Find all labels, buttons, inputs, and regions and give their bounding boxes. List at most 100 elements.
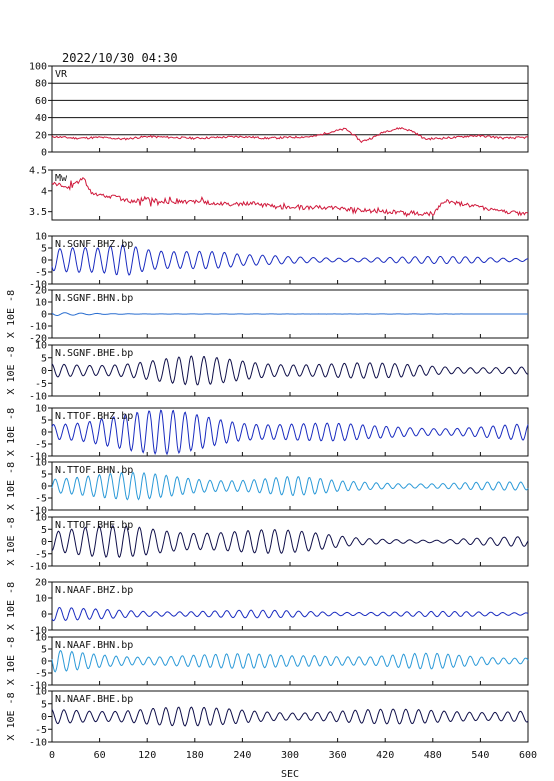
x-tick-label: 600 — [519, 750, 537, 761]
y-tick-label: -10 — [29, 392, 47, 403]
panel-label: N.TTOF.BHZ.bp — [55, 411, 133, 422]
x-tick-label: 420 — [376, 750, 394, 761]
y-axis-label: X 10E -8 — [6, 462, 17, 510]
y-tick-label: 5 — [41, 525, 47, 536]
panel-label: N.SGNF.BHE.bp — [55, 348, 133, 359]
y-axis-label: X 10E -8 — [6, 692, 17, 740]
x-tick-label: 0 — [49, 750, 55, 761]
y-tick-label: -10 — [29, 280, 47, 291]
y-tick-label: 0 — [41, 310, 47, 321]
figure-header: 2022/10/30 04:30 — [62, 51, 178, 65]
series-line — [51, 243, 529, 276]
x-tick-label: 360 — [329, 750, 347, 761]
panel-label: N.SGNF.BHN.bp — [55, 293, 133, 304]
y-axis-label: X 10E -8 — [6, 408, 17, 456]
y-tick-label: 5 — [41, 470, 47, 481]
y-tick-label: 20 — [35, 578, 47, 589]
panel-10: -10 -5 0 510 N.NAAF.BHE.bp X 10E -8 — [6, 687, 529, 749]
y-tick-label: -5 — [35, 494, 47, 505]
y-tick-label: -5 — [35, 440, 47, 451]
y-axis-label: X 10E -8 — [6, 637, 17, 685]
series-line — [51, 606, 529, 622]
y-tick-label: -10 — [29, 322, 47, 333]
y-axis-label: X 10E -8 — [6, 582, 17, 630]
y-tick-label: -10 — [29, 506, 47, 517]
y-tick-label: 5 — [41, 645, 47, 656]
x-tick-label: 240 — [233, 750, 251, 761]
y-tick-label: -20 — [29, 334, 47, 345]
panel-label: N.NAAF.BHE.bp — [55, 694, 133, 705]
y-tick-label: 0 — [41, 482, 47, 493]
series-line — [51, 471, 529, 501]
y-tick-label: 10 — [35, 232, 47, 243]
panel-label: N.SGNF.BHZ.bp — [55, 239, 133, 250]
y-tick-label: -5 — [35, 549, 47, 560]
panel-label: Mw — [55, 173, 68, 184]
panel-8: -10 0 10 20 N.NAAF.BHZ.bp X 10E -8 — [6, 578, 529, 637]
y-tick-label: 0 — [41, 366, 47, 377]
y-tick-label: 10 — [35, 687, 47, 698]
series-line — [51, 409, 529, 456]
y-tick-label: 5 — [41, 416, 47, 427]
series-line — [51, 649, 529, 673]
y-tick-label: 0 — [41, 610, 47, 621]
y-tick-label: 20 — [35, 130, 47, 141]
panel-label: N.NAAF.BHZ.bp — [55, 585, 133, 596]
y-tick-label: 60 — [35, 96, 47, 107]
y-tick-label: -10 — [29, 738, 47, 749]
y-tick-label: 80 — [35, 79, 47, 90]
x-tick-label: 480 — [424, 750, 442, 761]
y-axis-label: X 10E -8 — [6, 517, 17, 565]
y-tick-label: 10 — [35, 633, 47, 644]
series-line — [51, 312, 528, 316]
y-tick-label: 10 — [35, 513, 47, 524]
y-tick-label: -10 — [29, 562, 47, 573]
panel-label: N.NAAF.BHN.bp — [55, 640, 133, 651]
y-tick-label: 0 — [41, 712, 47, 723]
y-tick-label: 4 — [41, 186, 47, 197]
y-tick-label: -5 — [35, 379, 47, 390]
x-tick-label: 300 — [281, 750, 299, 761]
y-tick-label: 0 — [41, 537, 47, 548]
y-tick-label: 0 — [41, 428, 47, 439]
y-tick-label: -5 — [35, 669, 47, 680]
x-tick-label: 120 — [138, 750, 156, 761]
panel-0: 0 20 40 60 80 100 VR — [29, 62, 529, 159]
y-tick-label: 0 — [41, 657, 47, 668]
panel-label: VR — [55, 69, 68, 80]
y-tick-label: 10 — [35, 458, 47, 469]
y-tick-label: 5 — [41, 244, 47, 255]
x-tick-label: 180 — [186, 750, 204, 761]
y-tick-label: 10 — [35, 341, 47, 352]
y-tick-label: -10 — [29, 452, 47, 463]
series-line — [51, 176, 529, 218]
y-tick-label: 10 — [35, 404, 47, 415]
y-tick-label: 4.5 — [29, 166, 47, 177]
y-tick-label: 0 — [41, 256, 47, 267]
panel-4: -10 -5 0 510 N.SGNF.BHE.bp X 10E -8 — [6, 341, 529, 403]
y-axis-label: X 10E -8 — [6, 346, 17, 394]
y-tick-label: -5 — [35, 268, 47, 279]
y-tick-label: 10 — [35, 594, 47, 605]
y-tick-label: 3.5 — [29, 207, 47, 218]
panel-label: N.TTOF.BHN.bp — [55, 465, 133, 476]
y-tick-label: 20 — [35, 286, 47, 297]
y-tick-label: 5 — [41, 699, 47, 710]
x-tick-label: 60 — [94, 750, 106, 761]
series-line — [51, 355, 529, 386]
x-tick-label: 540 — [471, 750, 489, 761]
y-tick-label: 100 — [29, 62, 47, 73]
panels-group: 020406080100VR3.544.5Mw-10-50510N.SGNF.B… — [6, 62, 529, 749]
series-line — [51, 706, 529, 727]
panel-1: 3.5 4 4.5 Mw — [29, 166, 529, 221]
y-tick-label: 5 — [41, 353, 47, 364]
y-tick-label: 0 — [41, 148, 47, 159]
y-tick-label: -10 — [29, 681, 47, 692]
x-axis-label: SEC — [281, 769, 299, 780]
